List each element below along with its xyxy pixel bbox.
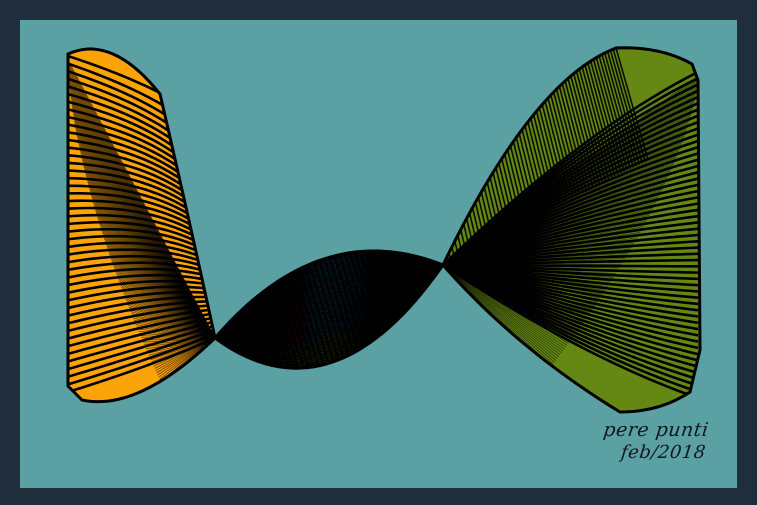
artwork-surface: pere punti feb/2018 <box>20 20 737 488</box>
string-art-illustration <box>66 46 702 414</box>
lobe-left-outline <box>66 47 217 404</box>
lobe-middle <box>212 249 446 370</box>
lobe-right-strands <box>443 47 699 400</box>
lobe-right <box>441 46 702 414</box>
lobe-left <box>66 47 217 404</box>
lobe-left-strands <box>68 54 215 394</box>
lobe-right-outline <box>441 46 702 414</box>
